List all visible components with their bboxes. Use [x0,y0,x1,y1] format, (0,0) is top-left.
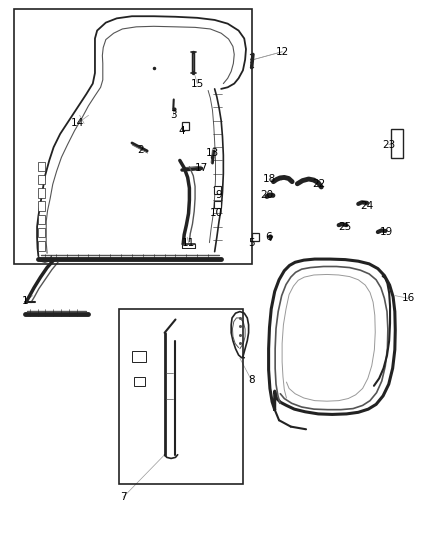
Text: 8: 8 [248,375,255,385]
Text: 22: 22 [312,179,326,189]
Bar [38,188,46,198]
Text: 25: 25 [339,222,352,232]
Text: 14: 14 [71,118,84,128]
Text: 23: 23 [382,140,396,150]
Text: 7: 7 [120,492,127,502]
Text: 4: 4 [179,126,185,136]
Bar [214,201,221,208]
Text: 11: 11 [182,238,195,248]
Bar [134,377,145,386]
Text: 18: 18 [262,174,276,184]
Text: 15: 15 [191,78,204,88]
Text: 3: 3 [170,110,177,120]
Bar [214,187,221,194]
Bar [38,241,46,251]
Bar [14,10,252,264]
Text: 2: 2 [138,145,144,155]
Bar [38,175,46,184]
Text: 10: 10 [210,208,223,219]
Text: 24: 24 [360,200,374,211]
Text: 1: 1 [22,296,28,306]
Text: 6: 6 [266,232,272,243]
Bar [252,232,259,241]
Bar [119,309,243,484]
Text: 17: 17 [195,164,208,173]
Text: 5: 5 [248,238,255,248]
Text: 16: 16 [402,293,415,303]
Bar [38,161,46,171]
Text: 20: 20 [260,190,273,200]
Text: 9: 9 [215,190,223,200]
Text: 13: 13 [206,148,219,158]
Text: 12: 12 [276,47,289,56]
Text: 19: 19 [380,227,393,237]
Bar [38,228,46,237]
Bar [182,122,189,130]
Bar [38,201,46,211]
Bar [391,128,403,158]
Bar [38,215,46,224]
Bar [132,351,146,362]
